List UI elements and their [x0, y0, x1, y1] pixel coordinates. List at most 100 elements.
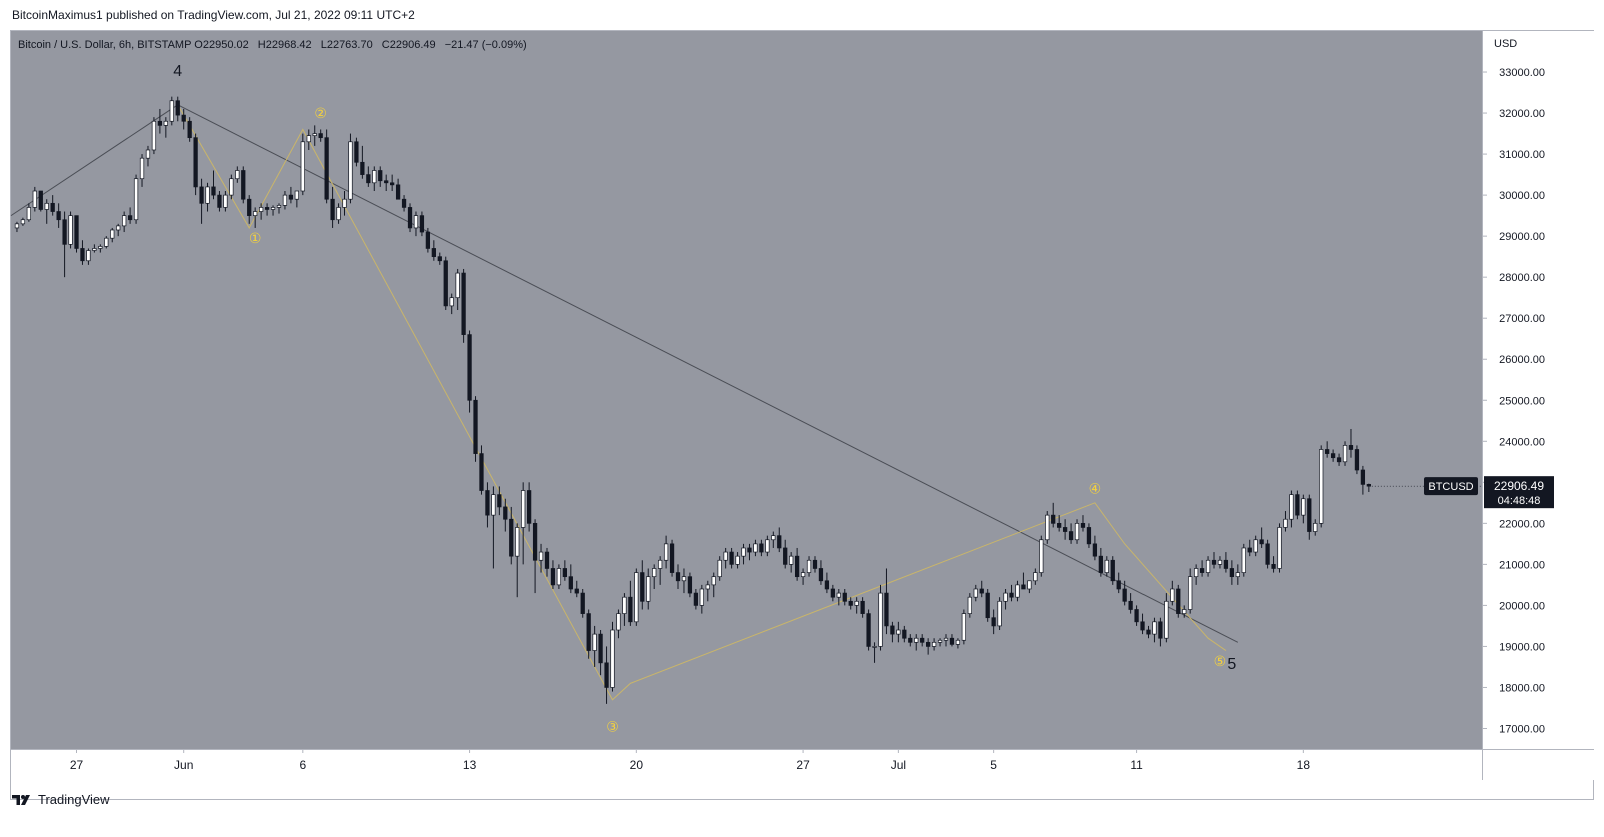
footer-brand[interactable]: TradingView	[12, 792, 110, 807]
x-tick-label: 27	[70, 758, 84, 772]
candle-body	[336, 207, 341, 221]
candle-body	[407, 207, 413, 229]
candle-body	[985, 592, 990, 619]
candle-body	[348, 141, 353, 200]
candle-body	[1080, 522, 1086, 528]
candle-body	[110, 229, 115, 239]
candle-body	[931, 641, 937, 647]
candle-body	[235, 170, 240, 180]
candle-body	[872, 646, 877, 648]
candle-body	[806, 559, 812, 573]
candle-body	[574, 588, 579, 594]
candle-body	[306, 135, 311, 143]
candle-body	[777, 535, 782, 549]
candle-body	[1176, 588, 1181, 614]
candle-body	[1265, 543, 1270, 565]
candle-body	[1003, 592, 1008, 602]
candle-body	[580, 592, 585, 614]
candle-body	[395, 184, 401, 200]
candle-body	[1062, 527, 1068, 532]
candle-body	[1354, 449, 1360, 471]
candle-body	[687, 576, 693, 594]
candle-body	[62, 219, 67, 245]
candle-body	[1074, 522, 1080, 541]
candle-body	[485, 490, 490, 516]
candle-body	[1182, 609, 1187, 614]
candle-body	[854, 600, 859, 606]
time-axis[interactable]	[11, 749, 1482, 780]
candle-body	[884, 592, 889, 627]
candle-body	[342, 198, 347, 208]
candle-body	[1271, 564, 1276, 569]
candle-body	[443, 260, 448, 307]
wave-label: ⑤	[1214, 654, 1227, 670]
candle-body	[771, 535, 776, 541]
candle-body	[1086, 527, 1092, 545]
candle-body	[133, 178, 139, 221]
y-tick-label: 28000.00	[1499, 272, 1545, 284]
candle-body	[1247, 547, 1252, 553]
candle-body	[1336, 457, 1342, 463]
candle-body	[1027, 580, 1032, 590]
candle-body	[1009, 592, 1014, 598]
candle-body	[1342, 445, 1348, 463]
candle-body	[526, 490, 532, 524]
price-tag-value: 22906.49	[1494, 479, 1544, 493]
candle-body	[902, 629, 907, 639]
candle-body	[318, 133, 323, 139]
candle-body	[1092, 543, 1098, 557]
candle-body	[258, 207, 264, 212]
candle-body	[169, 100, 174, 122]
candle-body	[848, 600, 853, 606]
candle-body	[1205, 559, 1211, 573]
candle-body	[568, 576, 573, 590]
high-label: H	[257, 39, 266, 51]
chart-plot-area[interactable]	[11, 31, 1482, 749]
candle-body	[467, 334, 472, 401]
candle-body	[937, 639, 943, 643]
open-label: O	[194, 39, 203, 51]
y-tick-label: 18000.00	[1499, 682, 1545, 694]
high-value: 22968.42	[265, 39, 312, 51]
candle-body	[1033, 572, 1038, 582]
candle-body	[544, 551, 550, 569]
candle-body	[669, 543, 675, 573]
candle-body	[1194, 568, 1199, 578]
candle-body	[479, 453, 484, 491]
candle-body	[1039, 539, 1044, 573]
y-tick-label: 29000.00	[1499, 231, 1545, 243]
candle-body	[181, 114, 186, 122]
candle-body	[908, 637, 913, 643]
candle-body	[556, 568, 562, 586]
candle-body	[104, 237, 109, 247]
candle-body	[926, 641, 931, 647]
candle-body	[122, 215, 127, 227]
y-tick-label: 27000.00	[1499, 313, 1545, 325]
candle-body	[723, 551, 728, 561]
candle-body	[26, 207, 32, 221]
candle-body	[616, 613, 621, 631]
candle-body	[681, 576, 687, 582]
wave-label: ②	[314, 106, 327, 122]
close-value: 22906.49	[389, 39, 436, 51]
price-axis[interactable]	[1482, 31, 1594, 749]
candle-body	[1223, 559, 1229, 569]
candle-body	[68, 215, 73, 245]
trendline-2	[177, 104, 1239, 643]
x-tick-label: 27	[796, 758, 810, 772]
candle-body	[711, 576, 716, 586]
price-tag	[1484, 476, 1554, 509]
candle-body	[949, 637, 955, 645]
footer-brand-text: TradingView	[38, 792, 110, 807]
candle-body	[634, 572, 639, 623]
candle-body	[1021, 584, 1026, 590]
candle-body	[503, 506, 508, 520]
candle-body	[229, 178, 234, 196]
candle-body	[765, 539, 770, 553]
candle-body	[1283, 518, 1288, 528]
wave-label: ①	[249, 231, 262, 247]
candle-body	[1158, 621, 1163, 639]
candle-body	[800, 572, 806, 578]
x-tick-label: Jul	[891, 758, 906, 772]
candle-body	[896, 629, 901, 635]
